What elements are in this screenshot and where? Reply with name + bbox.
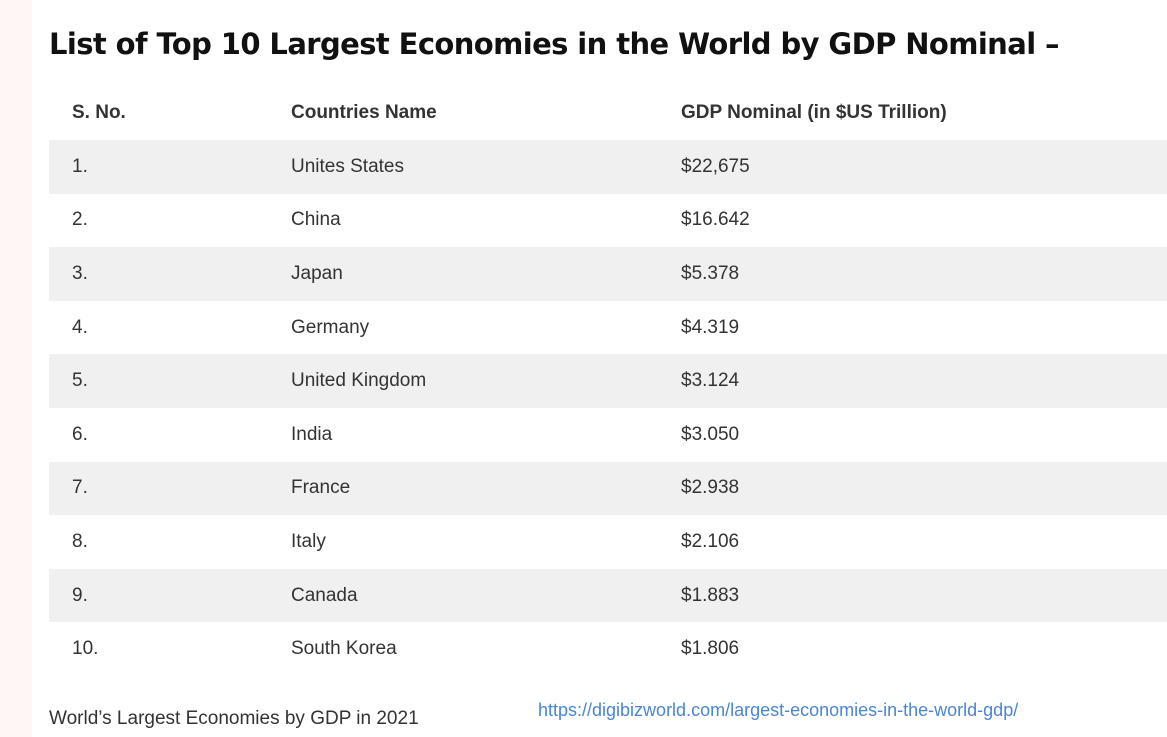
- table-row: 3. Japan $5.378: [49, 247, 1167, 301]
- gdp-cell: $2.938: [658, 461, 1167, 516]
- serial-cell: 6.: [49, 407, 268, 462]
- table-row: 7. France $2.938: [49, 461, 1167, 516]
- header-gdp-nominal: GDP Nominal (in $US Trillion): [658, 86, 1167, 140]
- header-serial-number: S. No.: [49, 86, 268, 140]
- country-cell: South Korea: [268, 622, 658, 676]
- country-cell: India: [268, 407, 658, 462]
- serial-cell: 1.: [49, 140, 268, 194]
- gdp-cell: $2.106: [658, 515, 1167, 569]
- serial-cell: 4.: [49, 300, 268, 355]
- gdp-cell: $1.883: [658, 568, 1167, 623]
- country-cell: China: [268, 193, 658, 248]
- gdp-cell: $1.806: [658, 622, 1167, 676]
- gdp-cell: $3.050: [658, 407, 1167, 462]
- country-cell: France: [268, 461, 658, 516]
- country-cell: Germany: [268, 300, 658, 355]
- gdp-cell: $5.378: [658, 247, 1167, 301]
- serial-cell: 8.: [49, 515, 268, 569]
- table-caption: World’s Largest Economies by GDP in 2021: [49, 708, 419, 729]
- serial-cell: 9.: [49, 568, 268, 623]
- serial-cell: 2.: [49, 193, 268, 248]
- gdp-cell: $3.124: [658, 354, 1167, 408]
- country-cell: Italy: [268, 515, 658, 569]
- gdp-cell: $16.642: [658, 193, 1167, 248]
- table-row: 9. Canada $1.883: [49, 568, 1167, 623]
- table-row: 5. United Kingdom $3.124: [49, 354, 1167, 408]
- country-cell: United Kingdom: [268, 354, 658, 408]
- serial-cell: 7.: [49, 461, 268, 516]
- page-heading: List of Top 10 Largest Economies in the …: [49, 27, 1060, 61]
- country-cell: Unites States: [268, 140, 658, 194]
- source-link[interactable]: https://digibizworld.com/largest-economi…: [538, 700, 1019, 720]
- left-margin-strip: [0, 0, 32, 737]
- header-country-name: Countries Name: [268, 86, 658, 140]
- gdp-table: S. No. Countries Name GDP Nominal (in $U…: [49, 86, 1167, 676]
- serial-cell: 3.: [49, 247, 268, 301]
- gdp-cell: $22,675: [658, 140, 1167, 194]
- country-cell: Japan: [268, 247, 658, 301]
- table-row: 8. Italy $2.106: [49, 515, 1167, 569]
- gdp-cell: $4.319: [658, 300, 1167, 355]
- table-row: 4. Germany $4.319: [49, 300, 1167, 355]
- table-row: 6. India $3.050: [49, 407, 1167, 462]
- country-cell: Canada: [268, 568, 658, 623]
- serial-cell: 5.: [49, 354, 268, 408]
- table-header-row: S. No. Countries Name GDP Nominal (in $U…: [49, 86, 1167, 140]
- table-row: 2. China $16.642: [49, 193, 1167, 248]
- serial-cell: 10.: [49, 622, 268, 676]
- table-row: 10. South Korea $1.806: [49, 622, 1167, 676]
- table-row: 1. Unites States $22,675: [49, 140, 1167, 194]
